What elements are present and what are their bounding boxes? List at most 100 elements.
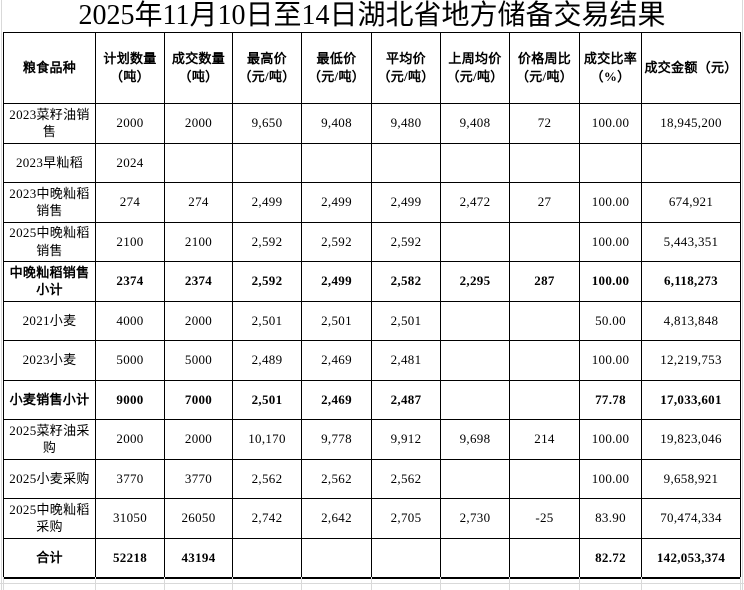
table-cell: 2025菜籽油采购 [3,419,96,460]
table-cell: 2374 [95,261,165,302]
table-cell: 4000 [95,300,165,341]
table-cell: -25 [509,498,580,539]
table-cell: 274 [95,182,165,223]
table-cell: 274 [164,182,233,223]
table-cell: 2025中晚籼稻销售 [3,221,96,262]
table-cell: 5000 [164,340,233,381]
table-cell: 2,487 [371,379,441,420]
table-cell: 4,813,848 [641,300,741,341]
table-row: 2023中晚籼稻销售 274 274 2,499 2,499 2,499 2,472 27 10… [3,182,741,223]
table-cell: 6,118,273 [641,261,741,302]
header-cell: 粮食品种 [3,32,96,104]
table-cell: 100.00 [579,419,642,460]
table-cell: 2,562 [301,458,372,499]
table-cell: 2,499 [232,182,302,223]
table-cell: 2000 [164,103,233,144]
table-cell [371,142,441,183]
table-cell [232,537,302,578]
table-cell: 214 [509,419,580,460]
table-row: 合计 52218 43194 82.72 142,053,374 [3,537,741,578]
table-cell: 18,945,200 [641,103,741,144]
table-cell: 2,592 [301,221,372,262]
table-cell [509,340,580,381]
table-row: 2025中晚籼稻销售 2100 2100 2,592 2,592 2,592 100.00 5… [3,221,741,262]
table-cell: 82.72 [579,537,642,578]
table-cell [440,458,510,499]
table-cell: 2100 [164,221,233,262]
table-cell: 2,592 [371,221,441,262]
table-cell: 2,592 [232,261,302,302]
table-cell: 77.78 [579,379,642,420]
table-cell: 2100 [95,221,165,262]
table-cell: 50.00 [579,300,642,341]
table-cell [509,379,580,420]
table-row: 2025菜籽油采购 2000 2000 10,170 9,778 9,912 9,698 21… [3,419,741,460]
table-body: 2023菜籽油销售 2000 2000 9,650 9,408 9,480 9,408 72 1… [3,103,741,578]
table-cell: 2,499 [371,182,441,223]
header-cell: 最高价 （元/吨） [232,32,302,104]
table-cell: 2,469 [301,340,372,381]
table-cell: 小麦销售小计 [3,379,96,420]
table-row: 小麦销售小计 9000 7000 2,501 2,469 2,487 77.78 17,033… [3,379,741,420]
table-cell: 2021小麦 [3,300,96,341]
table-cell [509,142,580,183]
table-cell: 9,650 [232,103,302,144]
header-cell: 计划数量 （吨） [95,32,165,104]
header-cell: 平均价 （元/吨） [371,32,441,104]
table-cell [440,221,510,262]
table-cell [440,379,510,420]
table-cell: 52218 [95,537,165,578]
table-cell: 100.00 [579,103,642,144]
table-cell: 100.00 [579,261,642,302]
table-cell: 3770 [164,458,233,499]
table-cell: 12,219,753 [641,340,741,381]
table-cell: 2024 [95,142,165,183]
table-cell: 2000 [95,103,165,144]
table-cell [440,300,510,341]
table-cell: 2,472 [440,182,510,223]
table-cell: 2,501 [301,300,372,341]
table-cell: 100.00 [579,182,642,223]
sheet-gridline-h [0,583,744,584]
table-cell [164,142,233,183]
table-cell: 100.00 [579,221,642,262]
table-cell: 2,501 [232,300,302,341]
table-cell: 5,443,351 [641,221,741,262]
table-cell: 2,562 [232,458,302,499]
table-cell: 9,698 [440,419,510,460]
table-row: 2025中晚籼稻采购 31050 26050 2,742 2,642 2,705 2,730… [3,498,741,539]
trade-results-table: 粮食品种 计划数量 （吨） 成交数量 （吨） 最高价 （元/吨） 最低价 （元/吨） 平均… [3,32,741,579]
table-cell [579,142,642,183]
table-cell: 9,778 [301,419,372,460]
table-head: 粮食品种 计划数量 （吨） 成交数量 （吨） 最高价 （元/吨） 最低价 （元/吨） 平均… [3,32,741,104]
page-title: 2025年11月10日至14日湖北省地方储备交易结果 [78,0,666,31]
table-cell: 中晚籼稻销售小计 [3,261,96,302]
table-cell: 17,033,601 [641,379,741,420]
table-cell [440,537,510,578]
table-cell: 142,053,374 [641,537,741,578]
header-cell: 成交金额（元） [641,32,741,104]
table-cell [509,221,580,262]
table-cell: 2025小麦采购 [3,458,96,499]
table-row: 2025小麦采购 3770 3770 2,562 2,562 2,562 100.00 9,6… [3,458,741,499]
table-cell [371,537,441,578]
table-cell: 9,408 [301,103,372,144]
header-cell: 成交数量 （吨） [164,32,233,104]
table-cell: 9000 [95,379,165,420]
table-cell: 2,730 [440,498,510,539]
table-cell [440,340,510,381]
table-cell: 3770 [95,458,165,499]
table-cell: 2,295 [440,261,510,302]
table-cell: 100.00 [579,340,642,381]
table-cell: 2000 [164,419,233,460]
table-cell [440,142,510,183]
sheet-gridline-v [1,0,2,590]
table-cell: 26050 [164,498,233,539]
table-cell: 43194 [164,537,233,578]
table-cell: 9,480 [371,103,441,144]
table-cell: 2,499 [301,261,372,302]
table-cell: 9,408 [440,103,510,144]
table-cell: 19,823,046 [641,419,741,460]
table-cell [301,142,372,183]
